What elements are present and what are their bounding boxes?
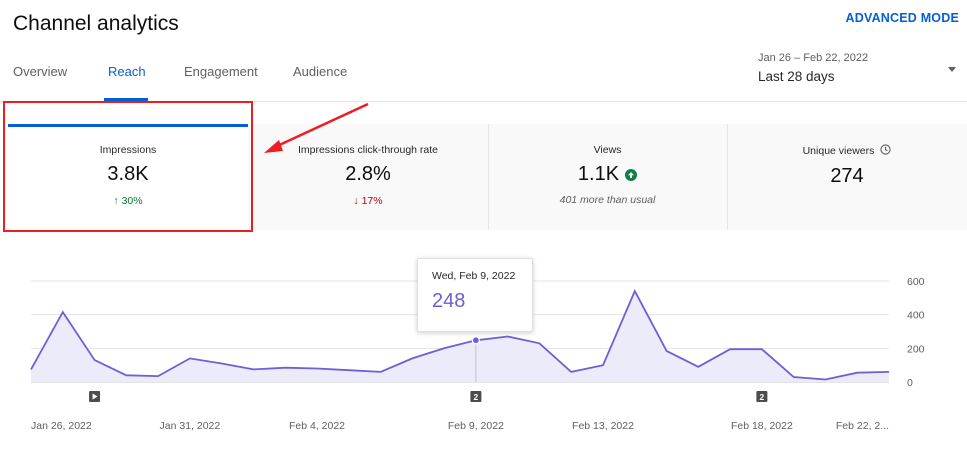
annotation-highlight-box bbox=[3, 101, 253, 232]
metric-delta: 17% bbox=[361, 195, 383, 207]
svg-text:2: 2 bbox=[760, 392, 765, 402]
tab-audience[interactable]: Audience bbox=[293, 64, 348, 79]
tooltip-value: 248 bbox=[432, 290, 466, 312]
metric-delta: 30% bbox=[121, 195, 143, 207]
x-tick-label: Feb 13, 2022 bbox=[572, 420, 634, 432]
video-count-marker[interactable]: 2 bbox=[470, 391, 482, 402]
chart-area-fill bbox=[31, 291, 889, 382]
metric-label: Unique viewers bbox=[802, 145, 875, 157]
date-range-picker[interactable]: Jan 26 – Feb 22, 2022 Last 28 days bbox=[758, 52, 868, 84]
up-circle-icon bbox=[625, 168, 638, 181]
metric-note: 401 more than usual bbox=[559, 194, 656, 206]
tab-active-underline bbox=[104, 98, 148, 101]
x-tick-label: Feb 22, 2... bbox=[836, 420, 889, 432]
metric-value: 274 bbox=[830, 165, 864, 187]
advanced-mode-button[interactable]: ADVANCED MODE bbox=[845, 11, 959, 25]
x-tick-label: Jan 26, 2022 bbox=[31, 420, 92, 432]
video-count-marker[interactable]: 2 bbox=[756, 391, 768, 402]
metric-card-unique-viewers[interactable]: Unique viewers 274 bbox=[727, 124, 967, 230]
metric-card-impressions[interactable]: Impressions 3.8K ↑ 30% bbox=[8, 124, 248, 230]
highlight-point[interactable] bbox=[471, 336, 480, 345]
metric-card-ctr[interactable]: Impressions click-through rate 2.8% ↓ 17… bbox=[248, 124, 488, 230]
page-title: Channel analytics bbox=[13, 12, 179, 35]
x-tick-label: Feb 9, 2022 bbox=[448, 420, 504, 432]
clock-icon bbox=[880, 144, 892, 158]
video-marker-play-icon[interactable] bbox=[89, 391, 101, 402]
y-tick-label: 600 bbox=[907, 276, 925, 288]
tab-engagement[interactable]: Engagement bbox=[184, 64, 258, 79]
metric-cards: Impressions 3.8K ↑ 30% Impressions click… bbox=[8, 124, 967, 230]
date-range-text: Jan 26 – Feb 22, 2022 bbox=[758, 52, 869, 64]
arrow-down-icon: ↓ bbox=[353, 195, 359, 207]
tooltip-date: Wed, Feb 9, 2022 bbox=[432, 270, 516, 282]
metric-value: 2.8% bbox=[345, 163, 391, 185]
chart-tooltip: Wed, Feb 9, 2022 248 bbox=[417, 258, 533, 332]
y-tick-label: 200 bbox=[907, 343, 925, 355]
metric-value: 3.8K bbox=[107, 163, 149, 185]
header-divider bbox=[0, 101, 967, 102]
metric-value: 1.1K bbox=[577, 163, 620, 185]
x-tick-label: Feb 4, 2022 bbox=[289, 420, 345, 432]
x-tick-label: Jan 31, 2022 bbox=[160, 420, 221, 432]
metric-label: Impressions click-through rate bbox=[297, 144, 439, 156]
date-range-period: Last 28 days bbox=[758, 69, 835, 84]
metric-card-views[interactable]: Views 1.1K 401 more than usual bbox=[488, 124, 727, 230]
chart-series-line bbox=[30, 289, 890, 381]
card-separator bbox=[727, 124, 728, 230]
tab-overview[interactable]: Overview bbox=[13, 64, 68, 79]
svg-text:2: 2 bbox=[474, 392, 479, 402]
caret-down-icon[interactable] bbox=[948, 67, 956, 72]
y-tick-label: 400 bbox=[907, 310, 925, 322]
metric-label: Views bbox=[593, 144, 622, 156]
metric-label: Impressions bbox=[99, 144, 157, 156]
x-tick-label: Feb 18, 2022 bbox=[731, 420, 793, 432]
card-separator bbox=[488, 124, 489, 230]
tab-reach[interactable]: Reach bbox=[108, 64, 146, 79]
arrow-up-icon: ↑ bbox=[113, 195, 119, 207]
y-tick-label: 0 bbox=[907, 377, 913, 389]
